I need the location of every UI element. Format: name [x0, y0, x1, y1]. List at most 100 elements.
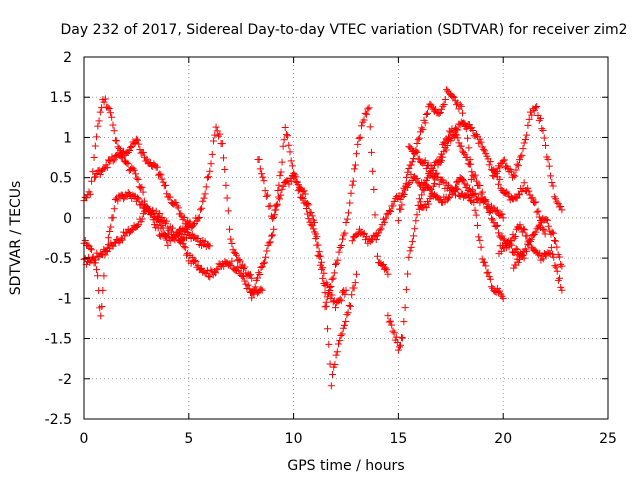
data-point — [406, 247, 414, 255]
y-tick-label: -2.5 — [45, 412, 72, 428]
data-point — [101, 95, 109, 103]
data-point — [343, 311, 351, 319]
data-point — [327, 382, 335, 390]
data-point — [467, 160, 475, 168]
data-point — [263, 247, 271, 255]
data-point — [341, 229, 349, 237]
data-point — [441, 96, 449, 104]
data-point — [248, 294, 256, 302]
data-point — [250, 287, 258, 295]
data-point — [538, 125, 546, 133]
data-point — [482, 196, 490, 204]
data-point — [156, 170, 164, 178]
data-point — [528, 111, 536, 119]
data-point — [251, 283, 259, 291]
data-point — [284, 132, 292, 140]
data-point — [440, 101, 448, 109]
data-point — [382, 214, 390, 222]
data-point — [287, 177, 295, 185]
data-point — [469, 186, 477, 194]
data-point — [400, 190, 408, 198]
data-point — [249, 288, 257, 296]
data-point — [326, 360, 334, 368]
data-point — [341, 290, 349, 298]
data-point — [384, 270, 392, 278]
data-point — [412, 217, 420, 225]
data-point — [254, 274, 262, 282]
data-point — [395, 343, 403, 351]
data-point — [138, 183, 146, 191]
series-track-16 — [510, 214, 566, 272]
data-point — [318, 265, 326, 273]
data-point — [286, 148, 294, 156]
data-point — [388, 321, 396, 329]
data-point — [551, 262, 559, 270]
data-point — [454, 185, 462, 193]
data-point — [510, 234, 518, 242]
data-point — [373, 252, 381, 260]
data-point — [449, 93, 457, 101]
data-point — [511, 172, 519, 180]
data-point — [499, 214, 507, 222]
data-point — [257, 285, 265, 293]
x-tick-label: 5 — [184, 431, 193, 447]
data-point — [113, 137, 121, 145]
data-point — [194, 215, 202, 223]
data-point — [325, 340, 333, 348]
data-point — [552, 237, 560, 245]
data-point — [201, 190, 209, 198]
data-point — [195, 214, 203, 222]
data-point — [404, 270, 412, 278]
data-point — [138, 215, 146, 223]
data-point — [531, 104, 539, 112]
data-point — [288, 162, 296, 170]
data-point — [92, 173, 100, 181]
data-point — [320, 269, 328, 277]
data-point — [191, 257, 199, 265]
data-point — [325, 288, 333, 296]
data-point — [125, 147, 133, 155]
data-point — [483, 269, 491, 277]
data-point — [180, 214, 188, 222]
data-point — [166, 193, 174, 201]
data-point — [390, 329, 398, 337]
data-point — [413, 140, 421, 148]
data-point — [278, 185, 286, 193]
data-point — [492, 222, 500, 230]
data-point — [222, 181, 230, 189]
data-point — [308, 222, 316, 230]
data-point — [516, 256, 524, 264]
data-point — [371, 211, 379, 219]
data-point — [510, 171, 518, 179]
data-point — [552, 263, 560, 271]
data-point — [335, 248, 343, 256]
data-point — [135, 140, 143, 148]
data-point — [472, 177, 480, 185]
data-point — [94, 272, 102, 280]
data-point — [274, 187, 282, 195]
data-point — [419, 185, 427, 193]
data-point — [234, 263, 242, 271]
data-point — [258, 170, 266, 178]
y-tick-label: -1 — [58, 291, 72, 307]
data-point — [260, 177, 268, 185]
data-point — [493, 206, 501, 214]
data-point — [276, 195, 284, 203]
data-point — [342, 218, 350, 226]
data-point — [307, 209, 315, 217]
data-point — [313, 241, 321, 249]
data-point — [342, 318, 350, 326]
data-point — [340, 231, 348, 239]
data-point — [420, 186, 428, 194]
series-track-3 — [80, 189, 214, 320]
data-point — [339, 324, 347, 332]
data-point — [405, 165, 413, 173]
data-point — [244, 281, 252, 289]
data-point — [436, 108, 444, 116]
data-point — [339, 235, 347, 243]
data-point — [338, 330, 346, 338]
data-point — [557, 260, 565, 268]
data-point — [316, 261, 324, 269]
data-point — [157, 171, 165, 179]
data-point — [442, 146, 450, 154]
